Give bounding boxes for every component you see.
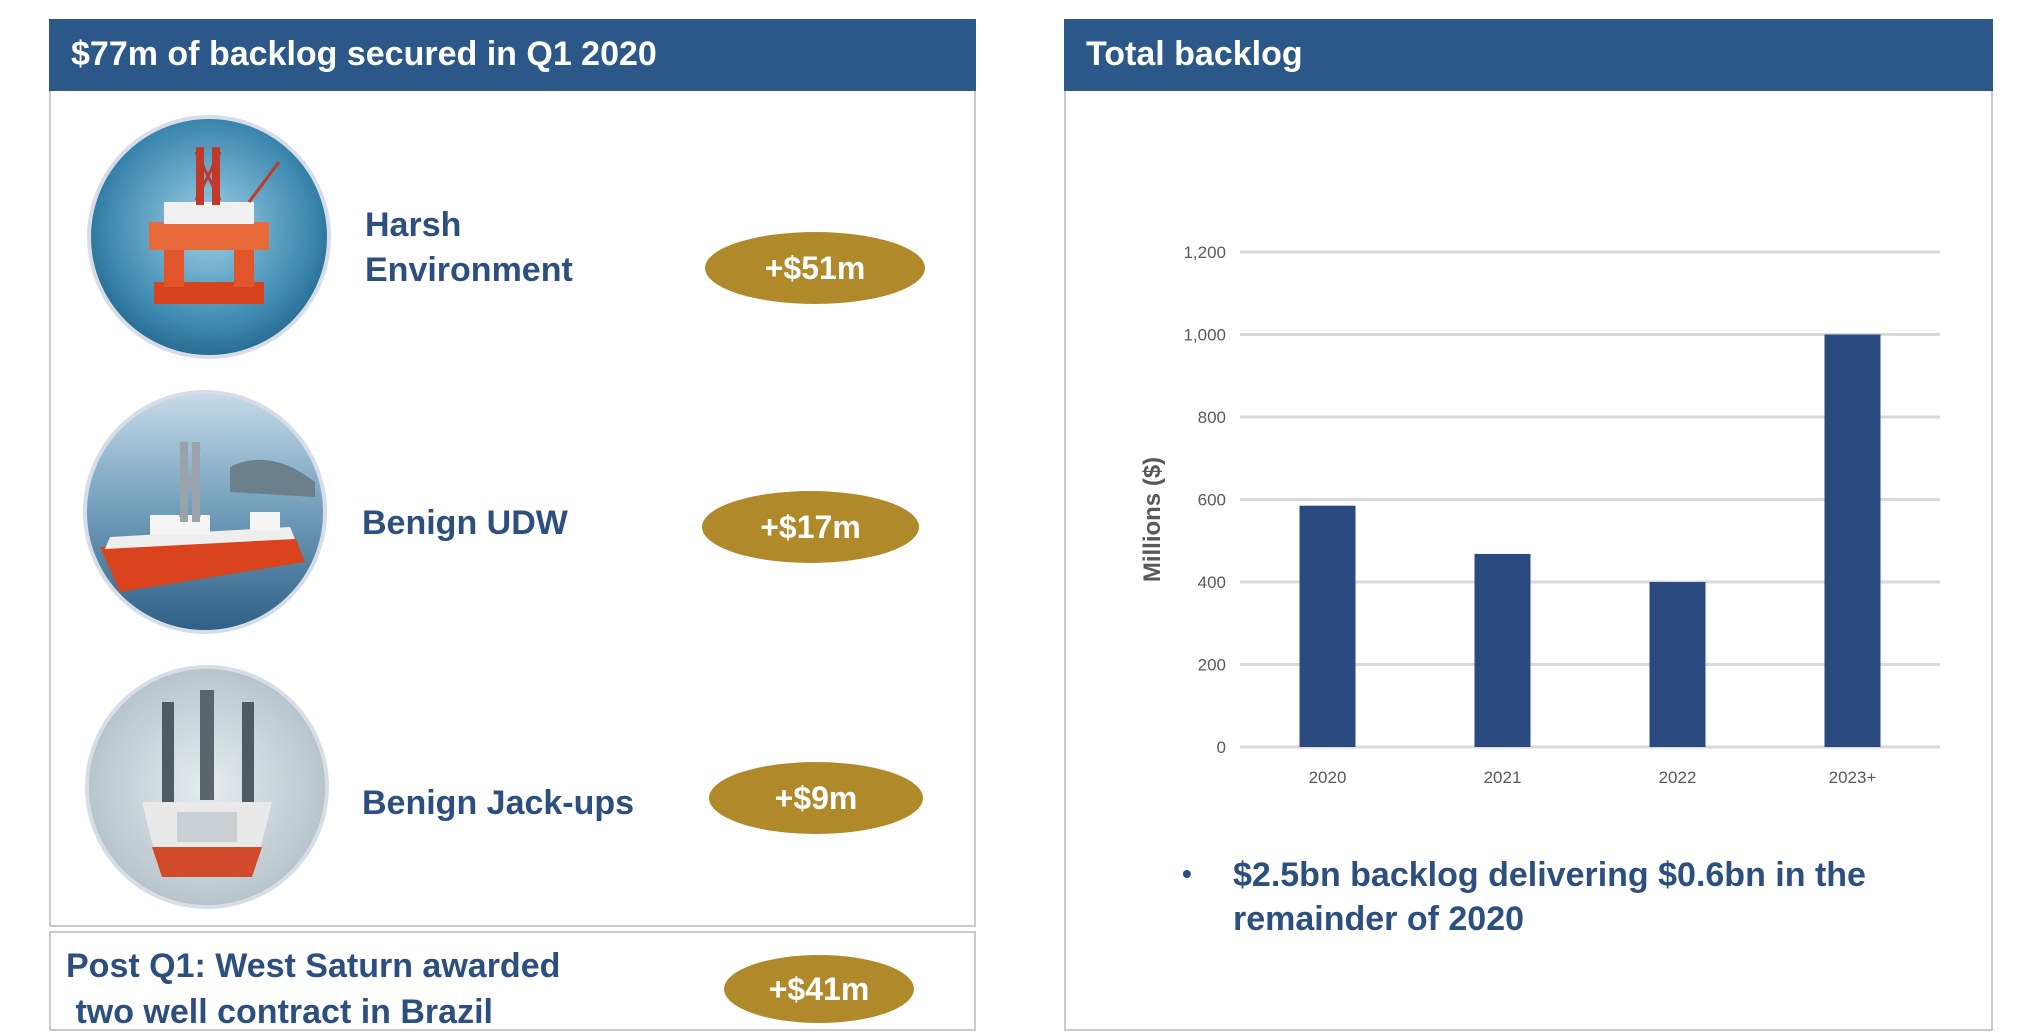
drillship-photo [83,390,327,634]
chart-bars [1299,334,1881,747]
backlog-value-post-q1: +$41m [724,955,914,1023]
backlog-value-harsh: +$51m [705,232,925,304]
left-panel-box [49,91,976,927]
chart-x-ticks: 2020 2021 2022 2023+ [1309,768,1877,787]
post-q1-line1: Post Q1: West Saturn awarded [66,947,561,985]
row-label-harsh-line1: Harsh [365,206,462,244]
chart-y-ticks: 0 200 400 600 800 1,000 1,200 [1183,243,1226,757]
y-tick-label: 1,200 [1183,243,1226,262]
semi-submersible-rig-photo [87,115,331,359]
chart-y-axis-label: Millions ($) [1139,457,1166,582]
x-tick-label: 2020 [1309,768,1347,787]
x-tick-label: 2023+ [1829,768,1877,787]
bar-2023+ [1824,334,1881,747]
y-tick-label: 0 [1217,738,1226,757]
right-panel-title: Total backlog [1064,19,1993,91]
bullet-marker: • [1182,858,1192,889]
row-label-harsh-line2: Environment [365,251,573,289]
bar-2022 [1649,582,1706,747]
bar-2021 [1474,553,1531,747]
bar-2020 [1299,505,1356,747]
row-label-benign-udw: Benign UDW [362,504,568,542]
y-tick-label: 600 [1198,491,1226,510]
y-tick-label: 200 [1198,656,1226,675]
backlog-bar-chart: 0 200 400 600 800 1,000 1,200 2020 2021 2022 2023… [1139,243,1940,787]
left-panel-title: $77m of backlog secured in Q1 2020 [49,19,976,91]
jack-up-rig-photo [85,665,329,909]
x-tick-label: 2022 [1659,768,1697,787]
backlog-value-benign-jackups: +$9m [709,762,923,834]
chart-gridlines [1240,250,1940,749]
summary-bullet-line2: remainder of 2020 [1233,900,1525,938]
row-label-benign-jackups: Benign Jack-ups [362,784,635,822]
x-tick-label: 2021 [1484,768,1522,787]
summary-bullet-line1: $2.5bn backlog delivering $0.6bn in the [1233,856,1866,894]
y-tick-label: 1,000 [1183,326,1226,345]
backlog-value-benign-udw: +$17m [702,491,919,563]
y-tick-label: 400 [1198,573,1226,592]
y-tick-label: 800 [1198,408,1226,427]
post-q1-line2: two well contract in Brazil [66,993,493,1031]
